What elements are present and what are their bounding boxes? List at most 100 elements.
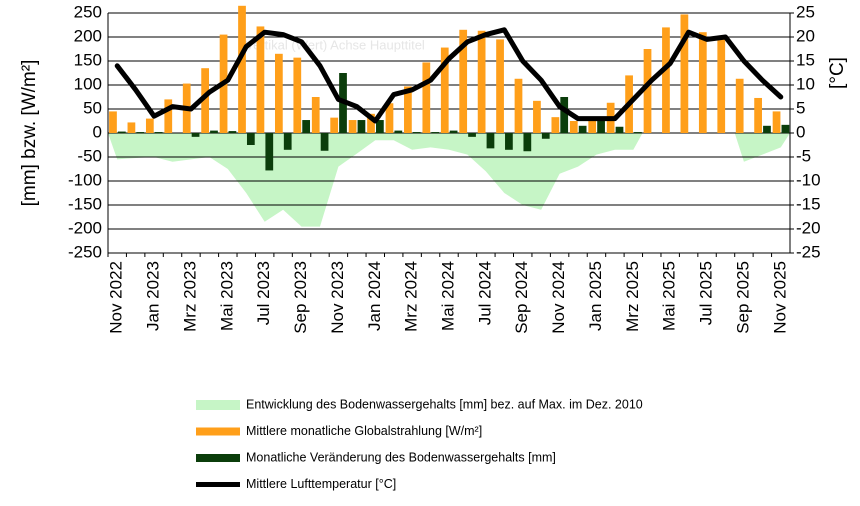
bar [431, 132, 440, 133]
legend-swatch [196, 427, 240, 436]
bar [201, 68, 210, 133]
x-tick-label: Mai 2023 [217, 261, 236, 331]
bar [412, 132, 421, 133]
bar [302, 120, 311, 133]
x-tick-label: Jul 2024 [475, 261, 494, 325]
bar [357, 120, 366, 133]
bar [311, 97, 320, 133]
bar [385, 103, 394, 133]
y-tick-label: 50 [83, 98, 102, 117]
bar [376, 120, 384, 133]
bar [330, 117, 339, 133]
x-tick-label: Nov 2022 [107, 261, 126, 334]
bar [117, 131, 126, 133]
y2-tick-label: 15 [796, 50, 815, 69]
y2-tick-label: -5 [796, 146, 811, 165]
y-tick-label: -150 [68, 194, 102, 213]
x-tick-label: Sep 2024 [512, 261, 531, 334]
y-tick-label: -100 [68, 170, 102, 189]
bar [781, 124, 790, 133]
bar [164, 99, 173, 133]
bar [643, 49, 652, 133]
bar [772, 111, 781, 133]
y-tick-label: -250 [68, 242, 102, 261]
area [108, 133, 790, 227]
y2-tick-label: -25 [796, 242, 821, 261]
bar [468, 133, 476, 137]
bar [523, 133, 532, 152]
x-tick-label: Sep 2023 [291, 261, 310, 334]
y2-tick-label: 0 [796, 122, 805, 141]
y-tick-label: 200 [74, 26, 102, 45]
x-tick-label: Mai 2025 [660, 261, 679, 331]
y-tick-label: -50 [77, 146, 102, 165]
y-tick-label: 150 [74, 50, 102, 69]
bar [293, 57, 302, 133]
bar [662, 27, 670, 133]
bar [541, 133, 550, 139]
bar [320, 133, 329, 151]
y-tick-label: 250 [74, 2, 102, 21]
bar [514, 78, 523, 133]
bar [422, 62, 431, 133]
bar [265, 133, 274, 171]
bar [404, 86, 412, 133]
y-axis-title: [mm] bzw. [W/m²] [19, 60, 40, 207]
bar [394, 130, 403, 133]
bar [754, 97, 762, 133]
bar [348, 120, 357, 133]
bar [246, 133, 255, 145]
x-tick-label: Sep 2025 [733, 261, 752, 334]
bar [486, 133, 495, 149]
y-tick-label: 100 [74, 74, 102, 93]
y2-tick-label: 5 [796, 98, 805, 117]
x-tick-label: Mrz 2024 [402, 261, 421, 332]
bar [505, 133, 513, 150]
bar [136, 132, 145, 133]
bar [367, 113, 375, 133]
bar [717, 38, 726, 133]
y2-axis-title: [°C] [827, 57, 848, 89]
x-tick-label: Jul 2025 [697, 261, 716, 325]
bar [680, 14, 689, 133]
bar [735, 78, 744, 133]
y2-tick-label: 10 [796, 74, 815, 93]
bar [496, 39, 504, 133]
y-tick-label: -200 [68, 218, 102, 237]
bar [127, 122, 136, 133]
bar [597, 120, 605, 133]
y2-tick-label: 25 [796, 2, 815, 21]
x-tick-label: Mrz 2025 [623, 261, 642, 332]
bar [569, 121, 578, 133]
y2-tick-label: 20 [796, 26, 815, 45]
bar [578, 125, 587, 133]
line [114, 27, 784, 124]
bar [615, 126, 624, 133]
bar [459, 29, 468, 133]
bar [228, 131, 237, 133]
x-tick-label: Mrz 2023 [180, 261, 199, 332]
y2-tick-label: -20 [796, 218, 821, 237]
bar [477, 30, 486, 133]
bar [109, 111, 117, 133]
x-tick-label: Nov 2024 [549, 261, 568, 334]
bar [588, 120, 597, 133]
bar [551, 117, 560, 133]
annotation: Vertikal (Wert) Achse Haupttitel [245, 37, 425, 52]
bar [274, 53, 283, 133]
y2-tick-label: -10 [796, 170, 821, 189]
y-tick-label: 0 [93, 122, 102, 141]
y2-tick-label: -15 [796, 194, 821, 213]
bar [698, 32, 707, 134]
x-tick-label: Jul 2023 [254, 261, 273, 325]
x-tick-label: Mai 2024 [438, 261, 457, 331]
bar [763, 125, 771, 133]
legend-label: Monatliche Veränderung des Bodenwasserge… [246, 450, 556, 464]
bar [440, 47, 449, 134]
bar [560, 97, 569, 133]
bar [145, 118, 154, 133]
legend-swatch [196, 400, 240, 410]
bar [256, 26, 265, 133]
bar [533, 100, 541, 133]
